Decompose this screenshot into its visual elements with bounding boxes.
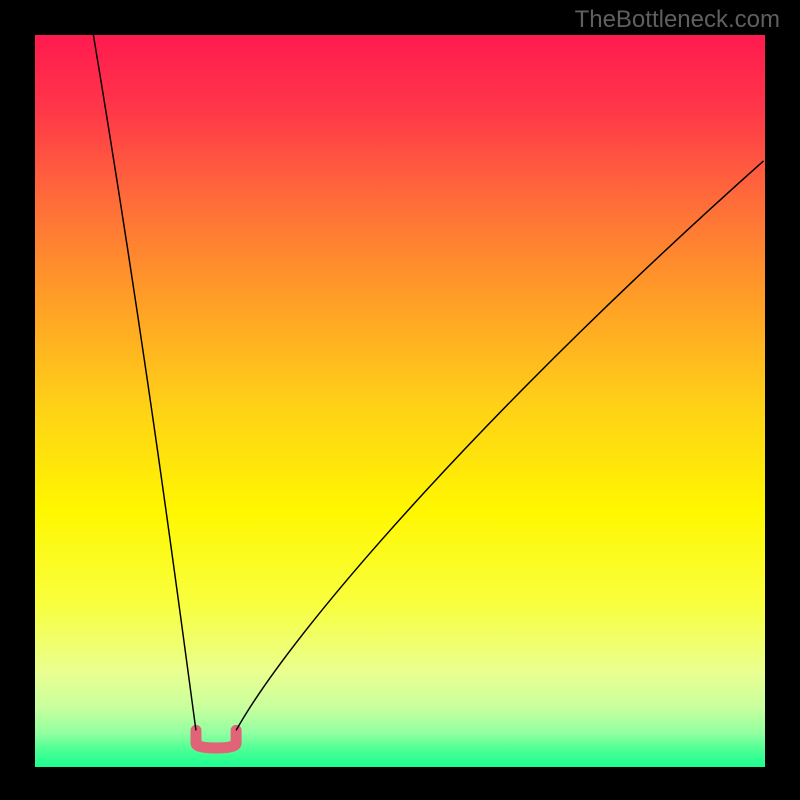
chart-container: TheBottleneck.com <box>0 0 800 800</box>
gradient-background <box>35 35 765 767</box>
watermark-text: TheBottleneck.com <box>575 6 780 34</box>
plot-area <box>35 35 765 767</box>
